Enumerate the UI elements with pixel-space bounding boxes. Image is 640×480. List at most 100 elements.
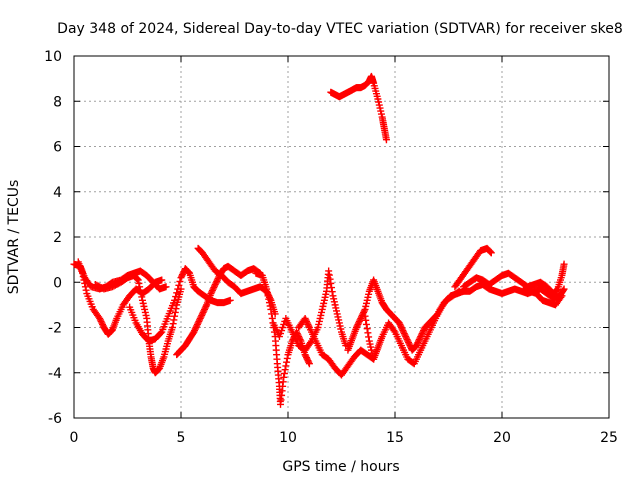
data-point: [162, 283, 170, 291]
data-point: [552, 287, 560, 295]
data-point: [365, 333, 373, 341]
data-point: [283, 358, 291, 366]
data-point: [280, 373, 288, 381]
series-prn-i: [295, 314, 378, 379]
data-point: [171, 308, 179, 316]
data-point: [328, 284, 336, 292]
series-prn-p: [519, 285, 566, 309]
data-point: [173, 289, 181, 297]
data-point: [80, 276, 88, 284]
data-point: [364, 329, 372, 337]
data-point: [168, 324, 176, 331]
data-point: [283, 354, 291, 362]
x-tick-label: 0: [70, 430, 79, 446]
data-point: [486, 247, 494, 255]
chart-title: Day 348 of 2024, Sidereal Day-to-day VTE…: [57, 21, 623, 37]
data-point: [172, 293, 180, 301]
y-tick-label: 6: [53, 140, 62, 156]
data-point: [487, 249, 495, 257]
data-point: [169, 320, 177, 328]
data-point: [560, 285, 568, 293]
data-point: [174, 285, 182, 293]
y-axis-label: SDTVAR / TECUs: [6, 180, 22, 295]
data-point: [487, 248, 495, 256]
data-point: [327, 279, 335, 287]
data-point: [362, 316, 370, 324]
x-tick-label: 25: [600, 430, 618, 446]
data-point: [326, 275, 334, 283]
x-tick-label: 20: [493, 430, 511, 446]
data-point: [557, 293, 565, 301]
series-prn-j: [327, 72, 390, 144]
y-tick-label: 8: [53, 94, 62, 110]
data-point: [390, 327, 398, 335]
y-tick-label: 2: [53, 230, 62, 246]
x-axis-label: GPS time / hours: [282, 459, 399, 475]
data-point: [133, 275, 141, 283]
data-point: [306, 339, 314, 347]
data-point: [136, 286, 144, 294]
data-point: [305, 322, 313, 330]
y-tick-label: 4: [53, 185, 62, 201]
axis-ticks: [73, 55, 610, 419]
data-point: [263, 285, 271, 293]
data-point: [138, 293, 146, 301]
y-tick-label: 10: [44, 49, 62, 65]
data-point: [81, 283, 89, 291]
data-point: [136, 283, 144, 291]
y-tick-label: 0: [53, 275, 62, 291]
data-point: [305, 358, 313, 366]
data-point: [263, 288, 271, 296]
data-point: [133, 274, 141, 282]
series-prn-o: [459, 260, 568, 298]
series-prn-d: [126, 265, 234, 345]
data-point: [134, 276, 142, 284]
data-point: [81, 279, 89, 287]
data-point: [176, 277, 184, 285]
data-point: [158, 276, 166, 284]
data-point: [363, 325, 371, 333]
data-point: [560, 260, 568, 268]
data-point: [325, 267, 333, 275]
data-point: [267, 305, 275, 313]
data-point: [558, 292, 566, 300]
data-point: [202, 302, 210, 310]
data-point: [171, 296, 179, 304]
series-prn-c: [91, 271, 185, 377]
x-tick-label: 10: [279, 430, 297, 446]
data-point: [266, 302, 274, 310]
data-point: [305, 360, 313, 368]
data-point: [362, 320, 370, 328]
data-series: [70, 72, 568, 408]
data-point: [281, 366, 289, 374]
x-tick-label: 15: [386, 430, 404, 446]
data-point: [361, 312, 369, 320]
data-point: [184, 268, 192, 276]
data-point: [282, 362, 290, 370]
data-point: [137, 290, 145, 298]
data-point: [264, 292, 272, 300]
data-point: [171, 312, 179, 320]
data-point: [360, 307, 368, 315]
data-point: [135, 279, 143, 287]
data-point: [559, 286, 567, 294]
data-point: [382, 136, 390, 144]
y-tick-label: -4: [48, 366, 62, 382]
data-point: [175, 281, 183, 289]
data-point: [280, 370, 288, 378]
series-prn-g: [252, 269, 313, 408]
series-prn-l: [361, 287, 463, 368]
x-tick-label: 5: [177, 430, 186, 446]
y-tick-label: -6: [48, 411, 62, 427]
data-point: [170, 316, 178, 324]
y-tick-labels: -6 -4 -2 0 2 4 6 8 10: [44, 49, 62, 427]
data-point: [79, 269, 87, 277]
data-point: [82, 286, 90, 294]
data-point: [265, 295, 273, 303]
data-point: [226, 296, 234, 304]
series-prn-m: [451, 244, 495, 291]
x-tick-labels: 0 5 10 15 20 25: [70, 430, 618, 446]
y-tick-label: -2: [48, 321, 62, 337]
data-point: [265, 299, 273, 307]
